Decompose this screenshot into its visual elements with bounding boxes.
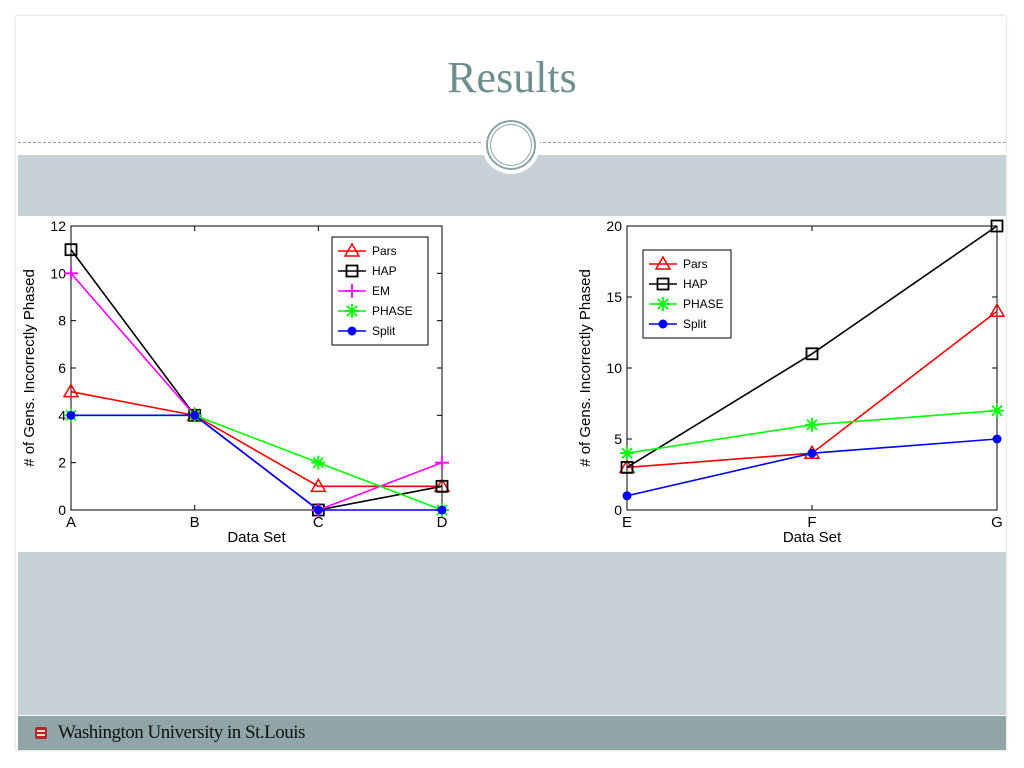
legend: Pars HAP EM PHASE Split — [331, 236, 429, 346]
footer-bar: Washington University in St.Louis — [18, 716, 1006, 750]
legend-marker — [654, 255, 672, 270]
data-point — [190, 410, 200, 420]
legend-label: PHASE — [683, 297, 724, 311]
data-point — [62, 383, 80, 398]
y-tick-label: 10 — [50, 265, 66, 281]
data-point — [310, 477, 327, 493]
x-axis-label: Data Set — [783, 529, 842, 546]
university-seal-icon — [35, 727, 47, 739]
series-line — [71, 414, 442, 511]
data-point — [805, 417, 819, 432]
legend-marker — [343, 242, 361, 257]
data-point — [311, 455, 326, 470]
y-tick-label: 0 — [614, 502, 622, 518]
legend-label: Pars — [372, 244, 397, 258]
data-point — [620, 460, 634, 474]
legend-marker — [656, 297, 670, 311]
x-tick-label: C — [313, 514, 324, 531]
series-split — [66, 410, 447, 515]
y-tick-label: 6 — [58, 360, 66, 376]
data-point — [64, 243, 78, 257]
legend-label: Split — [683, 317, 707, 331]
y-tick-label: 10 — [606, 360, 622, 376]
series-hap — [620, 219, 1004, 474]
slide-title: Results — [447, 53, 577, 102]
data-point — [66, 410, 76, 420]
y-tick-label: 15 — [606, 289, 622, 305]
title-ornament-circle — [486, 120, 536, 170]
data-point — [990, 403, 1004, 418]
footer-university-name: Washington University in St.Louis — [58, 722, 305, 743]
x-tick-label: D — [437, 514, 448, 531]
y-tick-label: 8 — [58, 313, 66, 329]
data-point — [807, 448, 817, 458]
legend-label: HAP — [683, 277, 708, 291]
legend: Pars HAP PHASE Split — [642, 249, 732, 339]
data-point — [988, 302, 1006, 317]
chart-left: 0 2 4 6 8 10 12 A B C D Data Set # of Gens. Incorrec… — [21, 218, 451, 546]
y-axis-label: # of Gens. Incorrectly Phased — [577, 269, 594, 467]
series-split — [622, 434, 1002, 501]
series-phase — [620, 403, 1004, 461]
y-tick-label: 2 — [58, 455, 66, 471]
legend-label: Pars — [683, 257, 708, 271]
x-tick-label: B — [190, 514, 200, 531]
legend-marker — [347, 326, 357, 336]
legend-box — [331, 236, 429, 346]
data-point — [435, 455, 449, 470]
data-point — [437, 505, 447, 515]
data-point — [435, 479, 449, 493]
x-tick-label: G — [991, 514, 1003, 531]
series-line — [626, 225, 998, 469]
x-axis-label: Data Set — [227, 529, 286, 546]
x-tick-label: A — [66, 514, 76, 531]
y-tick-label: 5 — [614, 431, 622, 447]
y-axis-label: # of Gens. Incorrectly Phased — [21, 269, 38, 467]
legend-label: HAP — [372, 264, 397, 278]
legend-marker — [658, 319, 668, 329]
chart-right: 0 5 10 15 20 E F G Data Set # of Gens. Incorrectl… — [577, 218, 1006, 546]
data-point — [805, 347, 819, 361]
y-tick-label: 4 — [58, 407, 66, 423]
data-point — [622, 491, 632, 501]
data-point — [620, 446, 634, 461]
legend-label: Split — [372, 324, 396, 338]
x-tick-label: F — [807, 514, 816, 531]
y-tick-label: 0 — [58, 502, 66, 518]
data-point — [64, 266, 78, 281]
x-tick-label: E — [622, 514, 632, 531]
y-tick-label: 12 — [50, 218, 66, 234]
legend-marker — [345, 264, 359, 278]
data-point — [313, 505, 323, 515]
data-point — [990, 219, 1004, 233]
legend-marker — [656, 277, 670, 291]
legend-label: EM — [372, 284, 390, 298]
y-tick-label: 20 — [606, 218, 622, 234]
data-point — [992, 434, 1002, 444]
legend-marker — [345, 284, 359, 298]
legend-marker — [345, 304, 359, 318]
legend-label: PHASE — [372, 304, 413, 318]
